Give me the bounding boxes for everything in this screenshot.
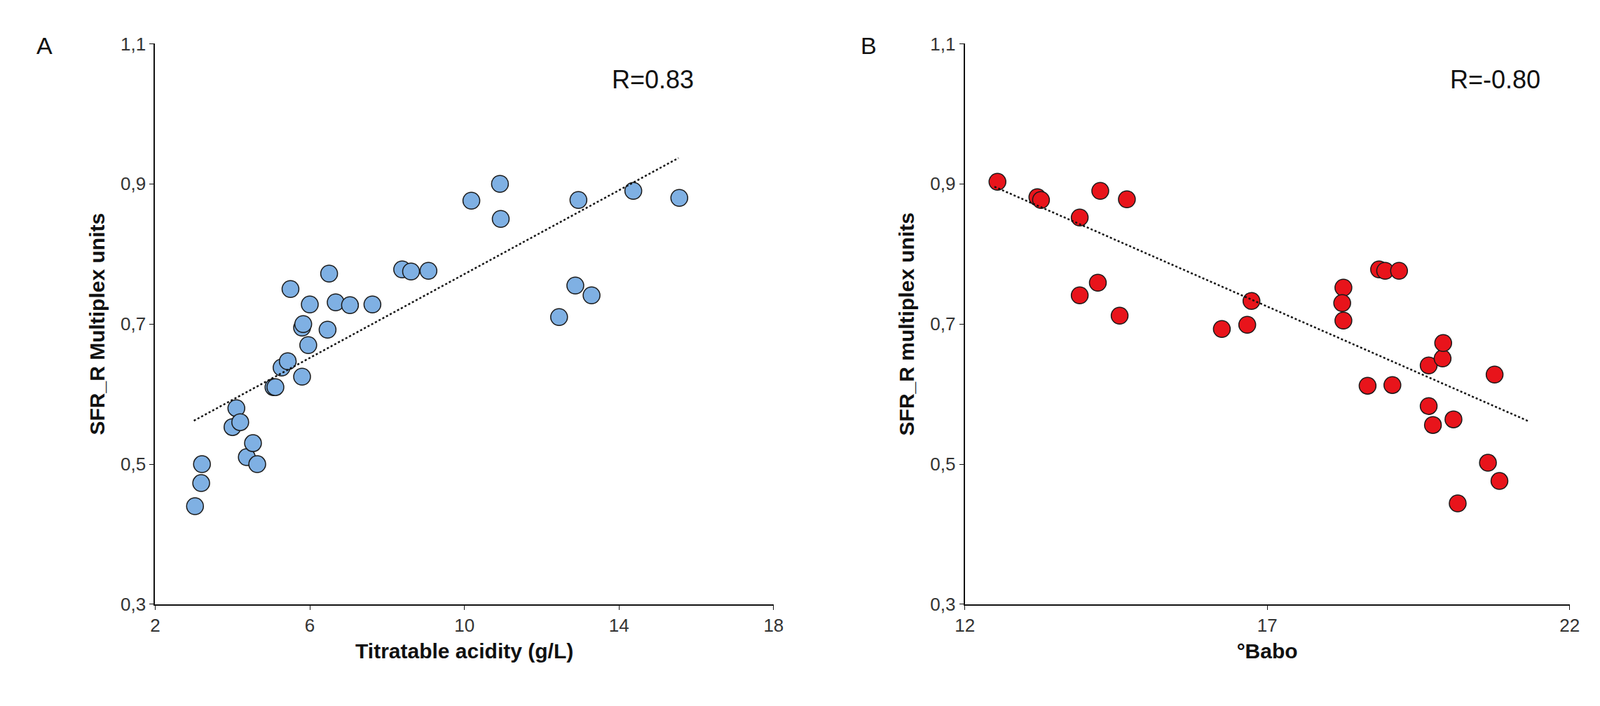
svg-text:R=-0.80: R=-0.80	[1450, 65, 1541, 94]
svg-text:22: 22	[1559, 614, 1580, 636]
svg-text:0,5: 0,5	[930, 453, 956, 475]
svg-text:0,5: 0,5	[120, 453, 146, 475]
svg-text:12: 12	[954, 614, 975, 636]
svg-text:0,9: 0,9	[930, 173, 956, 195]
svg-text:17: 17	[1257, 614, 1278, 636]
svg-text:0,3: 0,3	[930, 593, 956, 615]
svg-text:2: 2	[149, 614, 160, 636]
svg-text:SFR_R multiplex units: SFR_R multiplex units	[894, 212, 919, 436]
svg-text:1,1: 1,1	[120, 33, 146, 55]
svg-text:0,9: 0,9	[120, 173, 146, 195]
svg-text:1,1: 1,1	[930, 33, 956, 55]
svg-text:10: 10	[454, 614, 475, 636]
svg-text:14: 14	[609, 614, 630, 636]
svg-text:A: A	[36, 32, 53, 59]
svg-text:0,7: 0,7	[120, 313, 146, 335]
svg-text:0,3: 0,3	[120, 593, 146, 615]
svg-text:B: B	[860, 32, 877, 59]
svg-text:SFR_R Multiplex units: SFR_R Multiplex units	[85, 213, 109, 436]
svg-text:18: 18	[763, 614, 784, 636]
svg-text:6: 6	[304, 614, 315, 636]
svg-text:0,7: 0,7	[930, 313, 956, 335]
svg-text:°Babo: °Babo	[1236, 639, 1298, 663]
svg-text:R=0.83: R=0.83	[611, 65, 694, 94]
svg-text:Titratable acidity (g/L): Titratable acidity (g/L)	[355, 639, 574, 663]
